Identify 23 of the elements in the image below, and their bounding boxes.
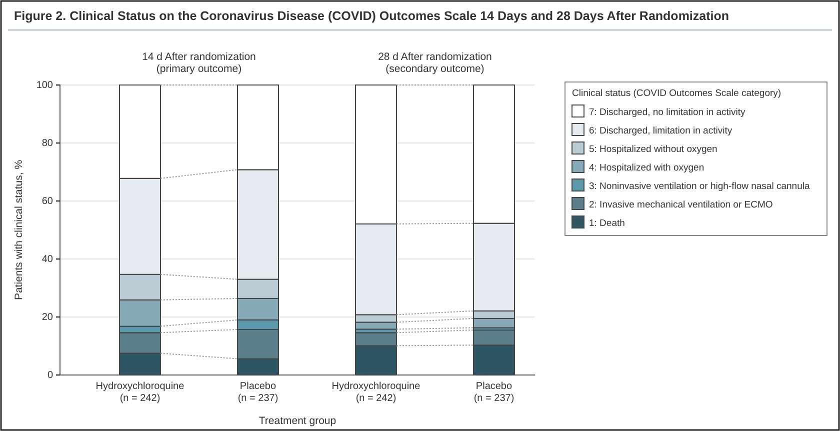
legend-label: 3: Noninvasive ventilation or high-flow nasal cannula (589, 181, 810, 192)
x-tick-label: Hydroxychloroquine (n = 242) (96, 381, 185, 404)
text: 14 d After randomization (primary outcome) (142, 51, 256, 75)
x-axis-title: Treatment group (258, 415, 336, 427)
y-tick-label: 20 (42, 312, 54, 324)
x-tick-label: Placebo (n = 237) (474, 381, 514, 404)
y-tick-label: 100 (36, 80, 54, 92)
legend-label: 2: Invasive mechanical ventilation or ECMO (589, 200, 773, 210)
chart-title: Figure 2. Clinical Status on the Coronavirus Disease (COVID) Outcomes Scale 14 Days and 28 Days After Randomization (14, 9, 730, 23)
y-tick-label: 60 (42, 196, 54, 208)
y-tick-label: 0 (47, 370, 54, 382)
legend-label: 1: Death (589, 218, 625, 229)
x-tick-label: Placebo (n = 237) (238, 381, 278, 404)
y-tick-label: 40 (42, 254, 54, 266)
legend-label: 7: Discharged, no limitation in activity (589, 107, 746, 118)
legend-label: 6: Discharged, limitation in activity (589, 126, 732, 136)
legend-label: 5: Hospitalized without oxygen (589, 144, 718, 155)
y-axis-title: Patients with clinical status, % (13, 160, 25, 300)
text: 28 d After randomization (secondary outcome) (378, 51, 492, 75)
x-tick-label: Hydroxychloroquine (n = 242) (332, 381, 421, 404)
y-tick-label: 80 (42, 138, 54, 150)
legend-title: Clinical status (COVID Outcomes Scale category) (572, 88, 782, 99)
legend-label: 4: Hospitalized with oxygen (589, 162, 704, 174)
